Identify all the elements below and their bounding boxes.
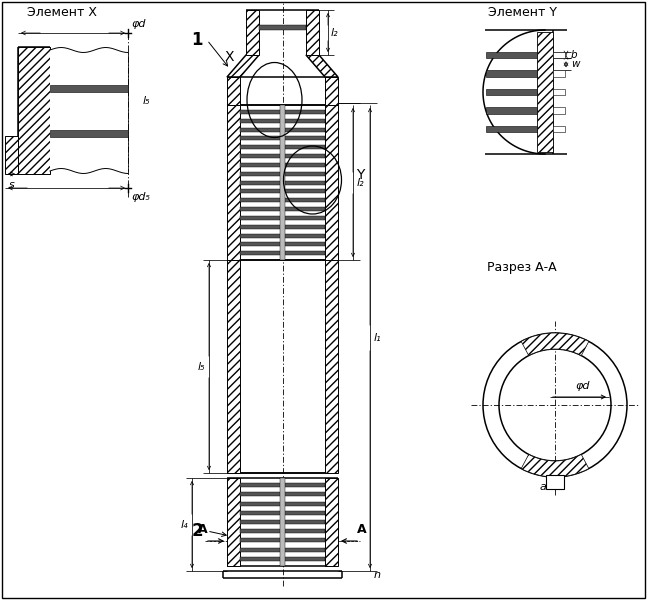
Text: A: A: [357, 523, 367, 536]
Text: l₁: l₁: [374, 333, 382, 343]
Bar: [240, 538, 325, 542]
Bar: [486, 107, 537, 113]
Bar: [227, 260, 240, 473]
Bar: [240, 242, 325, 247]
Bar: [240, 502, 325, 506]
Bar: [486, 52, 537, 58]
Text: s: s: [8, 180, 14, 190]
Bar: [325, 478, 338, 566]
Bar: [227, 105, 240, 260]
Bar: [50, 130, 128, 137]
Text: l₂: l₂: [357, 178, 365, 187]
Bar: [306, 10, 319, 55]
Bar: [240, 493, 325, 496]
Text: b: b: [571, 50, 578, 60]
Text: l₂: l₂: [331, 28, 338, 37]
Text: l₅: l₅: [143, 95, 151, 106]
Bar: [240, 172, 325, 176]
Bar: [227, 478, 240, 566]
Bar: [546, 475, 564, 489]
Bar: [240, 145, 325, 149]
Bar: [259, 25, 306, 30]
Text: φd: φd: [576, 381, 590, 391]
Text: w: w: [571, 59, 580, 70]
Bar: [240, 483, 325, 487]
Bar: [240, 529, 325, 533]
Bar: [18, 47, 50, 174]
Bar: [240, 154, 325, 158]
Bar: [240, 224, 325, 229]
Bar: [240, 190, 325, 193]
Bar: [240, 557, 325, 561]
Bar: [240, 181, 325, 185]
Text: n: n: [374, 569, 381, 580]
Text: 2: 2: [191, 522, 203, 540]
Text: l₅: l₅: [197, 361, 205, 371]
Bar: [537, 32, 553, 152]
Bar: [553, 70, 565, 77]
Bar: [240, 198, 325, 202]
Bar: [325, 77, 338, 105]
Bar: [486, 89, 537, 95]
Bar: [246, 10, 259, 55]
Text: l₄: l₄: [181, 520, 188, 529]
Bar: [325, 105, 338, 260]
Text: Элемент Y: Элемент Y: [487, 5, 556, 19]
Text: φd: φd: [131, 19, 146, 29]
Bar: [240, 233, 325, 238]
Text: Y: Y: [356, 168, 365, 182]
Bar: [227, 77, 240, 105]
Bar: [50, 50, 128, 171]
Bar: [240, 110, 325, 114]
Text: φd₅: φd₅: [131, 192, 150, 202]
Text: A: A: [198, 523, 208, 536]
Bar: [240, 136, 325, 140]
Bar: [486, 70, 537, 77]
Bar: [240, 251, 325, 255]
Bar: [325, 260, 338, 473]
Bar: [240, 511, 325, 515]
Bar: [553, 89, 565, 95]
Wedge shape: [521, 454, 589, 477]
Bar: [240, 119, 325, 122]
Polygon shape: [227, 55, 259, 77]
Bar: [240, 520, 325, 524]
Bar: [553, 125, 565, 132]
Bar: [240, 548, 325, 551]
Bar: [240, 216, 325, 220]
Polygon shape: [306, 55, 338, 77]
Bar: [50, 85, 128, 92]
Bar: [280, 478, 285, 566]
Bar: [280, 105, 285, 260]
Bar: [486, 125, 537, 132]
Bar: [553, 107, 565, 113]
Text: 1: 1: [192, 31, 203, 49]
Bar: [240, 163, 325, 167]
Wedge shape: [521, 333, 589, 356]
Bar: [240, 127, 325, 131]
Text: Разрез А-А: Разрез А-А: [487, 262, 556, 275]
Bar: [5, 136, 18, 174]
Bar: [240, 207, 325, 211]
Text: a: a: [540, 482, 547, 492]
Text: X: X: [225, 50, 234, 64]
Bar: [553, 52, 565, 58]
Text: Элемент X: Элемент X: [27, 5, 97, 19]
